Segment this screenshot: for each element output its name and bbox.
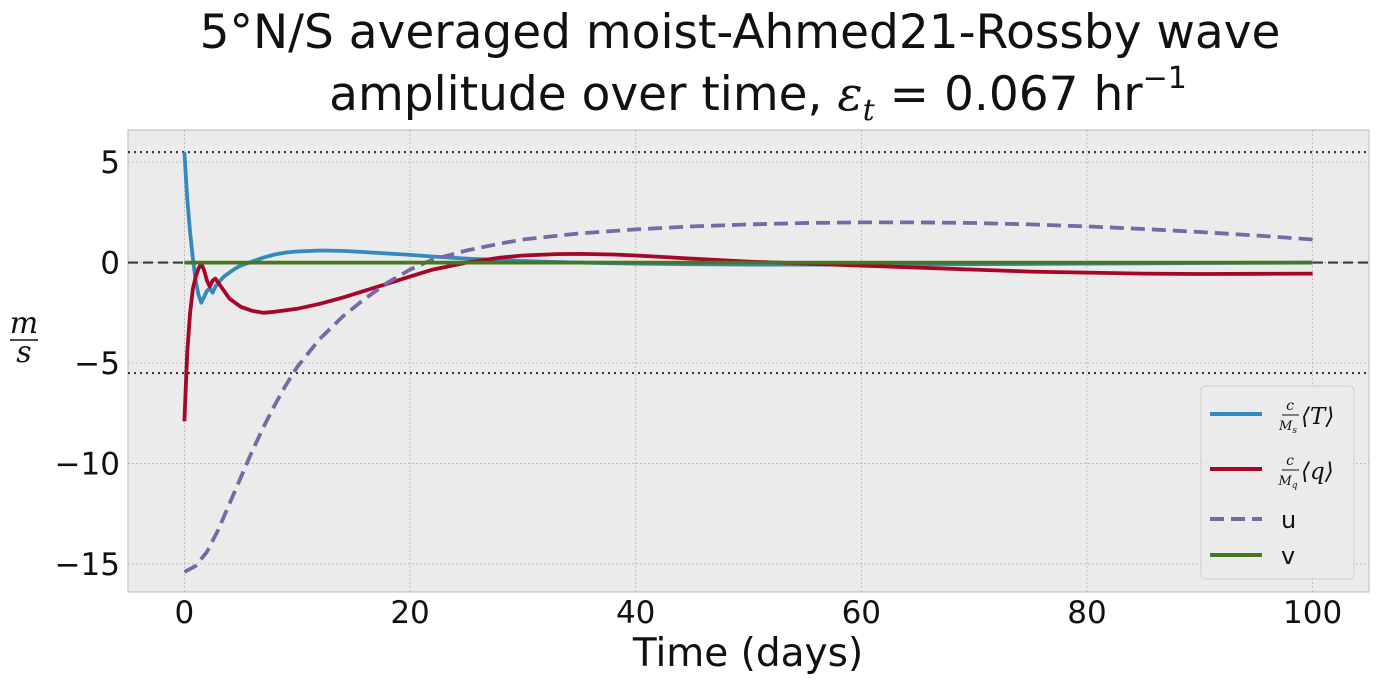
legend: c Ms ⟨T⟩ c Mq ⟨q⟩ u v xyxy=(1200,385,1355,580)
chart-title-line1: 5°N/S averaged moist-Ahmed21-Rossby wave xyxy=(200,5,1281,60)
chart-title-line2: amplitude over time, εt = 0.067 hr−1 xyxy=(329,61,1187,128)
y-tick-label: 5 xyxy=(100,145,120,181)
svg-text:Mq: Mq xyxy=(1277,474,1297,491)
y-tick-label: −5 xyxy=(74,346,120,382)
series-line-q xyxy=(182,252,1313,422)
legend-label-q: c Mq ⟨q⟩ xyxy=(1277,453,1333,491)
x-tick-label: 20 xyxy=(390,595,429,631)
title-prefix: amplitude over time, xyxy=(329,67,837,122)
title-epsilon-sub: t xyxy=(863,93,876,128)
y-axis-label-denominator: s xyxy=(16,335,31,370)
plot-area xyxy=(127,129,1370,593)
legend-label-T: c Ms ⟨T⟩ xyxy=(1278,398,1334,436)
svg-text:c: c xyxy=(1286,398,1294,414)
x-tick-labels: 0 20 40 60 80 100 xyxy=(175,595,1343,631)
y-tick-label: −15 xyxy=(55,547,120,583)
svg-text:c: c xyxy=(1286,453,1294,469)
x-tick-label: 100 xyxy=(1283,595,1342,631)
x-tick-label: 40 xyxy=(616,595,655,631)
series-line-u xyxy=(183,220,1313,574)
y-tick-labels: 5 0 −5 −10 −15 xyxy=(55,145,120,583)
title-epsilon: ε xyxy=(837,67,862,122)
y-axis-label-numerator: m xyxy=(10,306,38,341)
svg-text:⟨q⟩: ⟨q⟩ xyxy=(1301,459,1334,485)
x-tick-label: 60 xyxy=(842,595,881,631)
y-tick-label: −10 xyxy=(55,446,120,482)
legend-label-u: u xyxy=(1281,506,1296,534)
legend-frame xyxy=(1200,385,1355,580)
y-axis-label: m s xyxy=(10,306,38,370)
y-tick-label: 0 xyxy=(100,246,120,282)
title-value: = 0.067 hr xyxy=(875,67,1144,122)
svg-text:Ms: Ms xyxy=(1278,419,1297,436)
title-exponent: −1 xyxy=(1143,61,1187,96)
series-group xyxy=(182,151,1313,574)
svg-text:⟨T⟩: ⟨T⟩ xyxy=(1301,404,1334,430)
x-axis-label: Time (days) xyxy=(632,631,863,676)
x-tick-label: 0 xyxy=(175,595,195,631)
x-tick-label: 80 xyxy=(1067,595,1106,631)
legend-label-v: v xyxy=(1281,542,1295,570)
